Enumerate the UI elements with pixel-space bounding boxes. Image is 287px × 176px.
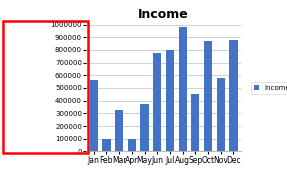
Bar [179, 27, 187, 151]
Bar [90, 80, 98, 151]
Bar [102, 139, 110, 151]
Bar [191, 94, 199, 151]
Bar [229, 40, 238, 151]
Bar [204, 41, 212, 151]
Legend: Income: Income [251, 82, 287, 94]
Bar [153, 52, 161, 151]
Title: Income: Income [138, 8, 189, 21]
Bar [140, 105, 149, 151]
Bar [128, 139, 136, 151]
Bar [115, 109, 123, 151]
Bar [166, 50, 174, 151]
Bar [217, 78, 225, 151]
